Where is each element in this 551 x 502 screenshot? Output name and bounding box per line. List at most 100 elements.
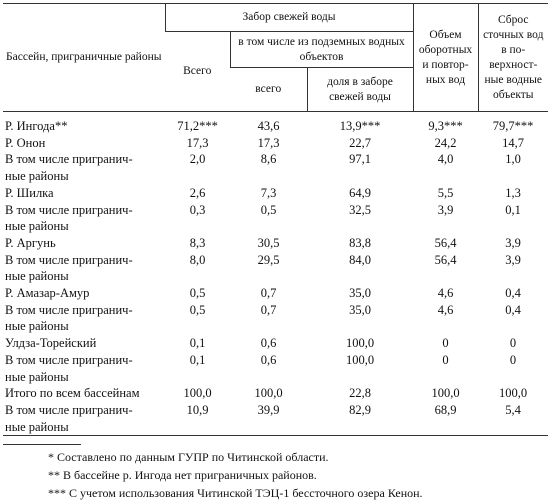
value-cell: 0,1 — [189, 336, 206, 351]
value-cell: 0,4 — [505, 302, 521, 317]
header-cell: всего — [255, 83, 282, 95]
row-label: Р. Онон — [3, 135, 165, 152]
value-cell: 71,2*** — [177, 119, 218, 133]
value-cell: 35,0 — [349, 286, 371, 301]
value-cell: 5,5 — [437, 185, 454, 200]
table-row: Улдза-Торейский 0,1 0,6 100,0 0 0 — [3, 335, 548, 352]
value-cell: 0,6 — [260, 352, 277, 367]
table-row: В том числе пригранич-ные районы 10,9 39,9… — [3, 402, 548, 436]
footnotes: * Составлено по данным ГУПР по Читинской… — [3, 444, 423, 502]
value-cell: 2,0 — [189, 152, 206, 167]
footnote: *** С учетом использования Читинской ТЭЦ… — [48, 486, 423, 500]
table-row: Р. Ингода** 71,2*** 43,6 13,9*** 9,3*** 79,7*… — [3, 112, 548, 135]
value-cell: 22,7 — [349, 135, 371, 150]
value-cell: 83,8 — [349, 235, 371, 250]
table-row: В том числе пригранич-ные районы 2,0 8,6 97… — [3, 151, 548, 184]
row-label: Р. Ингода** — [3, 112, 165, 135]
row-label: Итого по всем бассейнам — [3, 385, 165, 402]
value-cell: 1,3 — [505, 185, 521, 200]
value-cell: 0 — [509, 352, 517, 367]
header-cell: доля в заборе свежей воды — [306, 67, 413, 112]
row-label: Улдза-Торейский — [3, 335, 165, 352]
value-cell: 3,9 — [505, 235, 521, 250]
label-line: ные районы — [5, 319, 69, 334]
value-cell: 8,0 — [189, 252, 206, 267]
value-cell: 8,3 — [189, 235, 206, 250]
value-cell: 35,0 — [349, 302, 371, 317]
value-cell: 4,6 — [437, 286, 454, 301]
header-cell: Бассейн, приграничные районы — [6, 51, 162, 63]
value-cell: 0,1 — [505, 202, 521, 217]
value-cell: 10,9 — [186, 402, 209, 417]
label-line: ные районы — [5, 419, 69, 434]
value-cell: 0 — [442, 336, 449, 351]
value-cell: 0,7 — [260, 302, 277, 317]
value-cell: 2,6 — [189, 185, 206, 200]
label-line: В том числе пригранич- — [5, 202, 133, 217]
value-cell: 29,5 — [257, 252, 280, 267]
data-table: Бассейн, приграничные районы Забор свеже… — [3, 3, 548, 436]
table-header: Бассейн, приграничные районы Забор свеже… — [3, 3, 548, 112]
table-row: В том числе пригранич-ные районы 0,5 0,7 35… — [3, 302, 548, 335]
header-cell: в том числе из подземных водных объектов — [229, 31, 413, 68]
label-line: Р. Аргунь — [5, 235, 56, 250]
header-cell: Всего — [183, 65, 212, 77]
value-cell: 39,9 — [257, 402, 280, 417]
value-cell: 0,5 — [189, 302, 206, 317]
table-row: Р. Амазар-Амур 0,5 0,7 35,0 4,6 0,4 — [3, 285, 548, 302]
label-line: Р. Шилка — [5, 185, 54, 200]
row-label: Р. Аргунь — [3, 235, 165, 252]
value-cell: 97,1 — [349, 152, 371, 167]
label-line: В том числе пригранич- — [5, 152, 133, 167]
value-cell: 0,4 — [505, 286, 521, 301]
value-cell: 9,3*** — [428, 119, 463, 133]
value-cell: 14,7 — [502, 135, 524, 150]
value-cell: 100,0 — [498, 386, 528, 401]
row-label: В том числе пригранич-ные районы — [3, 252, 165, 285]
value-cell: 0,6 — [260, 336, 277, 351]
value-cell: 17,3 — [186, 135, 209, 150]
footnote: * Составлено по данным ГУПР по Читинской… — [48, 450, 329, 464]
label-line: ные районы — [5, 219, 69, 234]
value-cell: 100,0 — [431, 386, 460, 401]
value-cell: 4,6 — [437, 302, 454, 317]
footnote: ** В бассейне р. Ингода нет приграничных… — [48, 468, 317, 482]
value-cell: 0 — [442, 352, 449, 367]
value-cell: 0,5 — [260, 202, 277, 217]
value-cell: 0,5 — [189, 286, 206, 301]
label-line: Р. Онон — [5, 135, 46, 150]
row-label: Р. Шилка — [3, 185, 165, 202]
label-line: ные районы — [5, 269, 69, 284]
label-line: Улдза-Торейский — [5, 336, 97, 351]
table-row: Р. Шилка 2,6 7,3 64,9 5,5 1,3 — [3, 185, 548, 202]
row-label: В том числе пригранич-ные районы — [3, 302, 165, 335]
label-line: В том числе пригранич- — [5, 402, 133, 417]
value-cell: 8,6 — [260, 152, 277, 167]
value-cell: 32,5 — [349, 202, 371, 217]
value-cell: 5,4 — [505, 402, 521, 417]
value-cell: 4,0 — [437, 152, 454, 167]
table-row: Р. Аргунь 8,3 30,5 83,8 56,4 3,9 — [3, 235, 548, 252]
value-cell: 0,7 — [260, 286, 277, 301]
value-cell: 17,3 — [257, 135, 280, 150]
table-row: Р. Онон 17,3 17,3 22,7 24,2 14,7 — [3, 135, 548, 152]
value-cell: 68,9 — [434, 402, 457, 417]
table-body: Р. Ингода** 71,2*** 43,6 13,9*** 9,3*** 79,7*… — [3, 112, 548, 436]
value-cell: 0 — [509, 336, 517, 351]
value-cell: 0,1 — [189, 352, 206, 367]
value-cell: 0,3 — [189, 202, 206, 217]
value-cell: 100,0 — [345, 336, 375, 351]
value-cell: 82,9 — [349, 402, 371, 417]
value-cell: 56,4 — [434, 252, 457, 267]
value-cell: 3,9 — [505, 252, 521, 267]
value-cell: 22,8 — [349, 386, 371, 401]
value-cell: 84,0 — [349, 252, 371, 267]
value-cell: 24,2 — [434, 135, 457, 150]
table-row: В том числе пригранич-ные районы 0,3 0,5 32… — [3, 202, 548, 235]
value-cell: 64,9 — [349, 185, 371, 200]
value-cell: 13,9*** — [339, 119, 381, 133]
header-cell: Сброс сточных вод в по-верхност-ные водн… — [477, 3, 548, 112]
value-cell: 56,4 — [434, 235, 457, 250]
table-row: Итого по всем бассейнам 100,0 100,0 22,8 100… — [3, 385, 548, 402]
